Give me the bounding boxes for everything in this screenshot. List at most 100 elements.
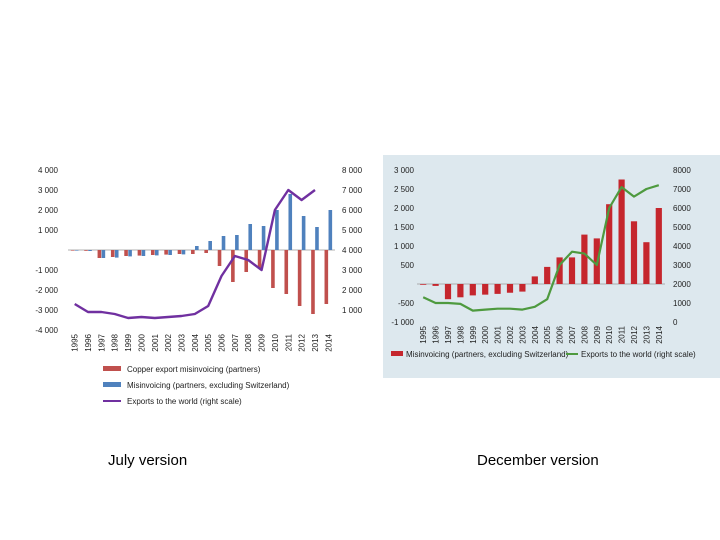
- july-legend-swatch-1: [103, 382, 121, 387]
- december-y-right-tick: 1000: [673, 299, 691, 308]
- december-x-tick-2004: 2004: [531, 325, 540, 343]
- december-bar-s0-2002: [506, 284, 514, 293]
- july-chart: 4 000 3 000 2 000 1 000 -1 000 -2 000 -3 000 -4…: [35, 166, 362, 406]
- july-x-tick-2009: 2009: [258, 333, 267, 351]
- december-bar-s0-2001: [494, 284, 501, 294]
- july-bar-s1-2005: [208, 241, 212, 250]
- july-bar-s0-1995: [70, 250, 75, 251]
- december-y-right-tick: 4000: [673, 242, 691, 251]
- july-x-tick-2002: 2002: [164, 333, 173, 351]
- july-bar-s0-2010: [271, 250, 275, 288]
- july-x-tick-2008: 2008: [244, 333, 253, 351]
- december-x-tick-1999: 1999: [469, 325, 478, 343]
- july-bar-s0-1999: [124, 250, 128, 256]
- july-x-tick-2013: 2013: [311, 333, 320, 351]
- july-bar-s1-2002: [168, 250, 172, 255]
- july-y-right-tick: 2 000: [342, 286, 363, 295]
- december-x-tick-1996: 1996: [432, 325, 441, 343]
- december-bar-s0-2014: [655, 208, 662, 284]
- december-x-tick-2003: 2003: [518, 325, 527, 343]
- july-bar-s0-2009: [257, 250, 262, 268]
- july-bar-s0-2005: [204, 250, 208, 253]
- july-bar-s1-2009: [261, 226, 266, 250]
- july-x-tick-1999: 1999: [124, 333, 133, 351]
- july-x-tick-2000: 2000: [137, 333, 146, 351]
- july-y-left-tick: -1 000: [35, 266, 58, 275]
- july-legend-label-2: Exports to the world (right scale): [127, 397, 242, 406]
- july-bar-s1-2000: [141, 250, 146, 256]
- july-bar-s1-2003: [181, 250, 186, 255]
- july-bar-s0-1996: [84, 250, 88, 251]
- july-x-tick-2012: 2012: [298, 333, 307, 351]
- december-x-tick-2000: 2000: [481, 325, 490, 343]
- july-x-tick-2011: 2011: [284, 333, 293, 351]
- july-x-tick-2006: 2006: [218, 333, 227, 351]
- july-y-left-tick: 3 000: [38, 186, 59, 195]
- july-x-tick-2010: 2010: [271, 333, 280, 351]
- december-y-left-tick: -500: [398, 299, 415, 308]
- december-x-tick-2009: 2009: [593, 325, 602, 343]
- december-y-left-tick: 2 000: [394, 204, 415, 213]
- july-bar-s0-2007: [231, 250, 235, 282]
- july-y-right-tick: 5 000: [342, 226, 363, 235]
- december-y-left-tick: 500: [401, 261, 415, 270]
- december-bar-s0-2011: [618, 179, 625, 284]
- july-bar-s1-2007: [235, 235, 239, 250]
- december-y-left-tick: 1 000: [394, 242, 415, 251]
- july-line-exports: [74, 188, 316, 320]
- december-bar-s0-2012: [630, 221, 638, 284]
- july-bar-s0-2014: [324, 250, 329, 304]
- july-bar-s0-2002: [164, 250, 168, 255]
- july-y-left-tick: -2 000: [35, 286, 58, 295]
- december-bar-s0-2010: [606, 204, 613, 284]
- july-y-right-tick: 6 000: [342, 206, 363, 215]
- july-bar-s0-1997: [97, 250, 102, 258]
- december-bar-s0-2003: [519, 284, 526, 292]
- july-bar-s1-1999: [128, 250, 132, 257]
- december-x-tick-1998: 1998: [456, 325, 465, 343]
- july-bar-s1-1997: [101, 250, 106, 258]
- december-bar-s0-2004: [531, 276, 538, 284]
- december-y-left-tick: 1 500: [394, 223, 415, 232]
- july-y-right-tick: 1 000: [342, 306, 363, 315]
- july-legend-label-0: Copper export misinvoicing (partners): [127, 365, 261, 374]
- july-bar-s1-2013: [315, 227, 319, 250]
- july-bar-s1-2001: [154, 250, 159, 256]
- december-bar-s0-2000: [482, 284, 489, 295]
- july-x-tick-2001: 2001: [151, 333, 160, 351]
- july-bar-s1-2012: [301, 216, 306, 250]
- july-bar-s1-1995: [74, 250, 79, 251]
- december-bar-s0-1995: [420, 284, 427, 285]
- december-x-tick-2013: 2013: [642, 325, 651, 343]
- december-legend-swatch-0: [391, 351, 403, 356]
- july-x-tick-2004: 2004: [191, 333, 200, 351]
- december-y-left-tick: -1 000: [391, 318, 414, 327]
- december-x-tick-2006: 2006: [556, 325, 565, 343]
- july-bar-s0-2004: [191, 250, 195, 254]
- december-chart: 3 000 2 500 2 000 1 500 1 000 500 -500 -1 000 80…: [391, 166, 696, 359]
- july-x-tick-1995: 1995: [71, 333, 80, 351]
- december-bar-s0-1997: [444, 284, 452, 300]
- july-bar-s0-1998: [110, 250, 115, 257]
- december-y-right-tick: 8000: [673, 166, 691, 175]
- december-chart-background: [383, 155, 720, 378]
- july-bar-s1-2014: [328, 210, 333, 250]
- december-bar-s0-1999: [469, 284, 476, 296]
- july-bar-s0-2011: [284, 250, 289, 294]
- july-bar-s1-2010: [275, 210, 279, 250]
- july-x-tick-2005: 2005: [204, 333, 213, 351]
- december-x-tick-2011: 2011: [618, 325, 627, 343]
- december-legend-label-0: Misinvoicing (partners, excluding Switze…: [406, 350, 569, 359]
- july-x-tick-2014: 2014: [324, 333, 333, 351]
- july-y-left-tick: 1 000: [38, 226, 59, 235]
- december-bar-s0-2007: [568, 257, 576, 284]
- december-version-caption: December version: [477, 452, 599, 469]
- december-x-tick-2008: 2008: [580, 325, 589, 343]
- july-x-tick-1996: 1996: [84, 333, 93, 351]
- december-y-right-tick: 7000: [673, 185, 691, 194]
- july-x-tick-1997: 1997: [97, 333, 106, 351]
- december-bar-s0-1996: [432, 284, 439, 286]
- july-x-tick-1998: 1998: [111, 333, 120, 351]
- december-bar-s0-1998: [457, 284, 464, 298]
